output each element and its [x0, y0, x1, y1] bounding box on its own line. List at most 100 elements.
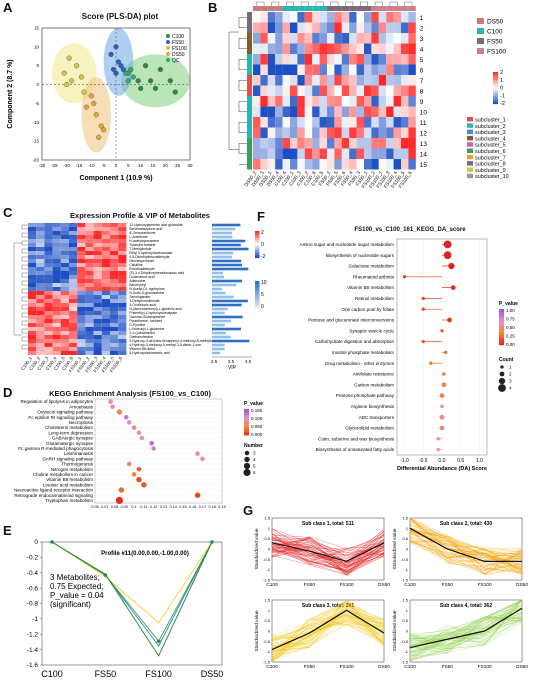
heatmap-cell: [77, 247, 86, 251]
heatmap-cell: [77, 267, 86, 271]
heatmap-cell: [118, 307, 127, 311]
point-C100: [172, 89, 178, 95]
cluster-bar-cell: [247, 138, 252, 149]
heatmap-cell: [267, 54, 276, 65]
trend-line: [271, 606, 385, 659]
heatmap-cell: [77, 239, 86, 243]
p-scale-segment: [499, 341, 504, 343]
row-dendrogram: [21, 280, 28, 286]
heatmap-cell: [28, 351, 37, 355]
heatmap-cell: [101, 339, 110, 343]
heatmap-cell: [101, 283, 110, 287]
heatmap-cell: [304, 43, 313, 54]
vip-bar: [212, 251, 234, 255]
heatmap-cell: [110, 255, 119, 259]
heatmap-cell: [44, 291, 53, 295]
x-tick-label: 0.09: [121, 505, 128, 509]
heatmap-cell: [52, 251, 61, 255]
heatmap-cell: [267, 12, 276, 23]
heatmap-cell: [77, 223, 86, 227]
metabolite-label: N-Acetyl-DL-tryptophan: [129, 287, 165, 291]
x-tick-label: 0.18: [209, 505, 216, 509]
heatmap-cell: [36, 251, 45, 255]
trend-line: [409, 618, 523, 651]
heatmap-cell: [267, 96, 276, 107]
pathway-label: Vitamin B6 metabolism: [46, 477, 93, 482]
p-scale-segment: [499, 329, 504, 331]
vip-bar: [212, 243, 241, 247]
y-tick-label: -0.4: [27, 570, 39, 577]
heatmap-cell: [393, 85, 401, 96]
metabolite-label: 5-Hydroxyindoleacetic acid: [129, 351, 170, 355]
heatmap-cell: [93, 283, 102, 287]
pathway-label: Nitrogen metabolism: [51, 467, 93, 472]
p-scale-segment: [499, 309, 504, 311]
heatmap-cell: [110, 231, 119, 235]
heatmap-cell: [36, 291, 45, 295]
heatmap-cell: [118, 295, 127, 299]
legend-label-DS50: DS50: [487, 19, 504, 26]
heatmap-cell: [85, 339, 94, 343]
heatmap-cell: [118, 235, 127, 239]
pathway-label: Oxytocin signaling pathway: [37, 410, 93, 415]
heatmap-cell: [85, 227, 94, 231]
p-scale-segment: [499, 342, 504, 344]
y-tick-label: 0: [406, 629, 409, 634]
x-tick-label: DS50: [516, 582, 528, 588]
heatmap-cell: [304, 106, 313, 117]
heatmap-cell: [319, 148, 327, 159]
x-tick-label: -5: [102, 163, 106, 168]
metabolite-label: Tyramine betaine: [129, 243, 155, 247]
vip-tick: 3.5: [228, 359, 235, 364]
heatmap-cell: [371, 159, 379, 170]
heatmap-cell: [77, 259, 86, 263]
heatmap-cell: [282, 54, 290, 65]
x-tick-label: C100: [404, 664, 416, 670]
heatmap-cell: [69, 295, 78, 299]
heatmap-cell: [349, 54, 357, 65]
heatmap-cell: [101, 275, 110, 279]
vip-bar: [212, 239, 246, 243]
heatmap-cell: [101, 335, 110, 339]
pathway-label: Neuroactive ligand-receptor interaction: [14, 488, 93, 493]
heatmap-cell: [319, 106, 327, 117]
scale-segment: [255, 234, 260, 236]
heatmap-cell: [52, 343, 61, 347]
heatmap-cell: [28, 271, 37, 275]
subcluster-label: subcluster_7: [475, 155, 506, 161]
scale-segment: [493, 92, 498, 95]
vip-tick: 2.5: [211, 359, 218, 364]
point-FS100: [81, 89, 87, 95]
heatmap-cell: [267, 75, 276, 86]
scale-segment: [255, 255, 260, 257]
heatmap-cell: [364, 127, 372, 138]
p-scale-segment: [244, 423, 249, 425]
heatmap-cell: [101, 295, 110, 299]
y-tick-label: -1: [266, 649, 270, 654]
heatmap-cell: [77, 271, 86, 275]
p-scale-tick: 1.00: [506, 308, 515, 313]
heatmap-cell: [378, 85, 387, 96]
heatmap-cell: [44, 331, 53, 335]
p-scale-segment: [244, 427, 249, 429]
heatmap-cell: [36, 307, 45, 311]
cluster-bar-cell: [247, 127, 252, 138]
heatmap-cell: [110, 343, 119, 347]
scale-segment: [255, 235, 260, 238]
trend-line: [409, 599, 523, 649]
heatmap-cell: [93, 343, 102, 347]
heatmap-cell: [118, 275, 127, 279]
y-axis-label: Standardized value: [392, 610, 398, 651]
heatmap-cell: [275, 106, 283, 117]
heatmap-cell: [290, 33, 298, 44]
metabolite-label: Adenosine: [129, 279, 145, 283]
vip-bar: [212, 315, 243, 319]
vip-heatmap: 12-Hydroxyjasmonic acid glucosideBenzimi…: [13, 223, 267, 373]
heatmap-cell: [386, 64, 394, 75]
pathway-label: Amino sugar and nucleotide sugar metabol…: [300, 242, 395, 247]
heatmap-cell: [304, 96, 313, 107]
heatmap-cell: [297, 12, 305, 23]
row-dendrogram: [21, 256, 28, 262]
heatmap-cell: [101, 323, 110, 327]
heatmap-cell: [69, 231, 78, 235]
